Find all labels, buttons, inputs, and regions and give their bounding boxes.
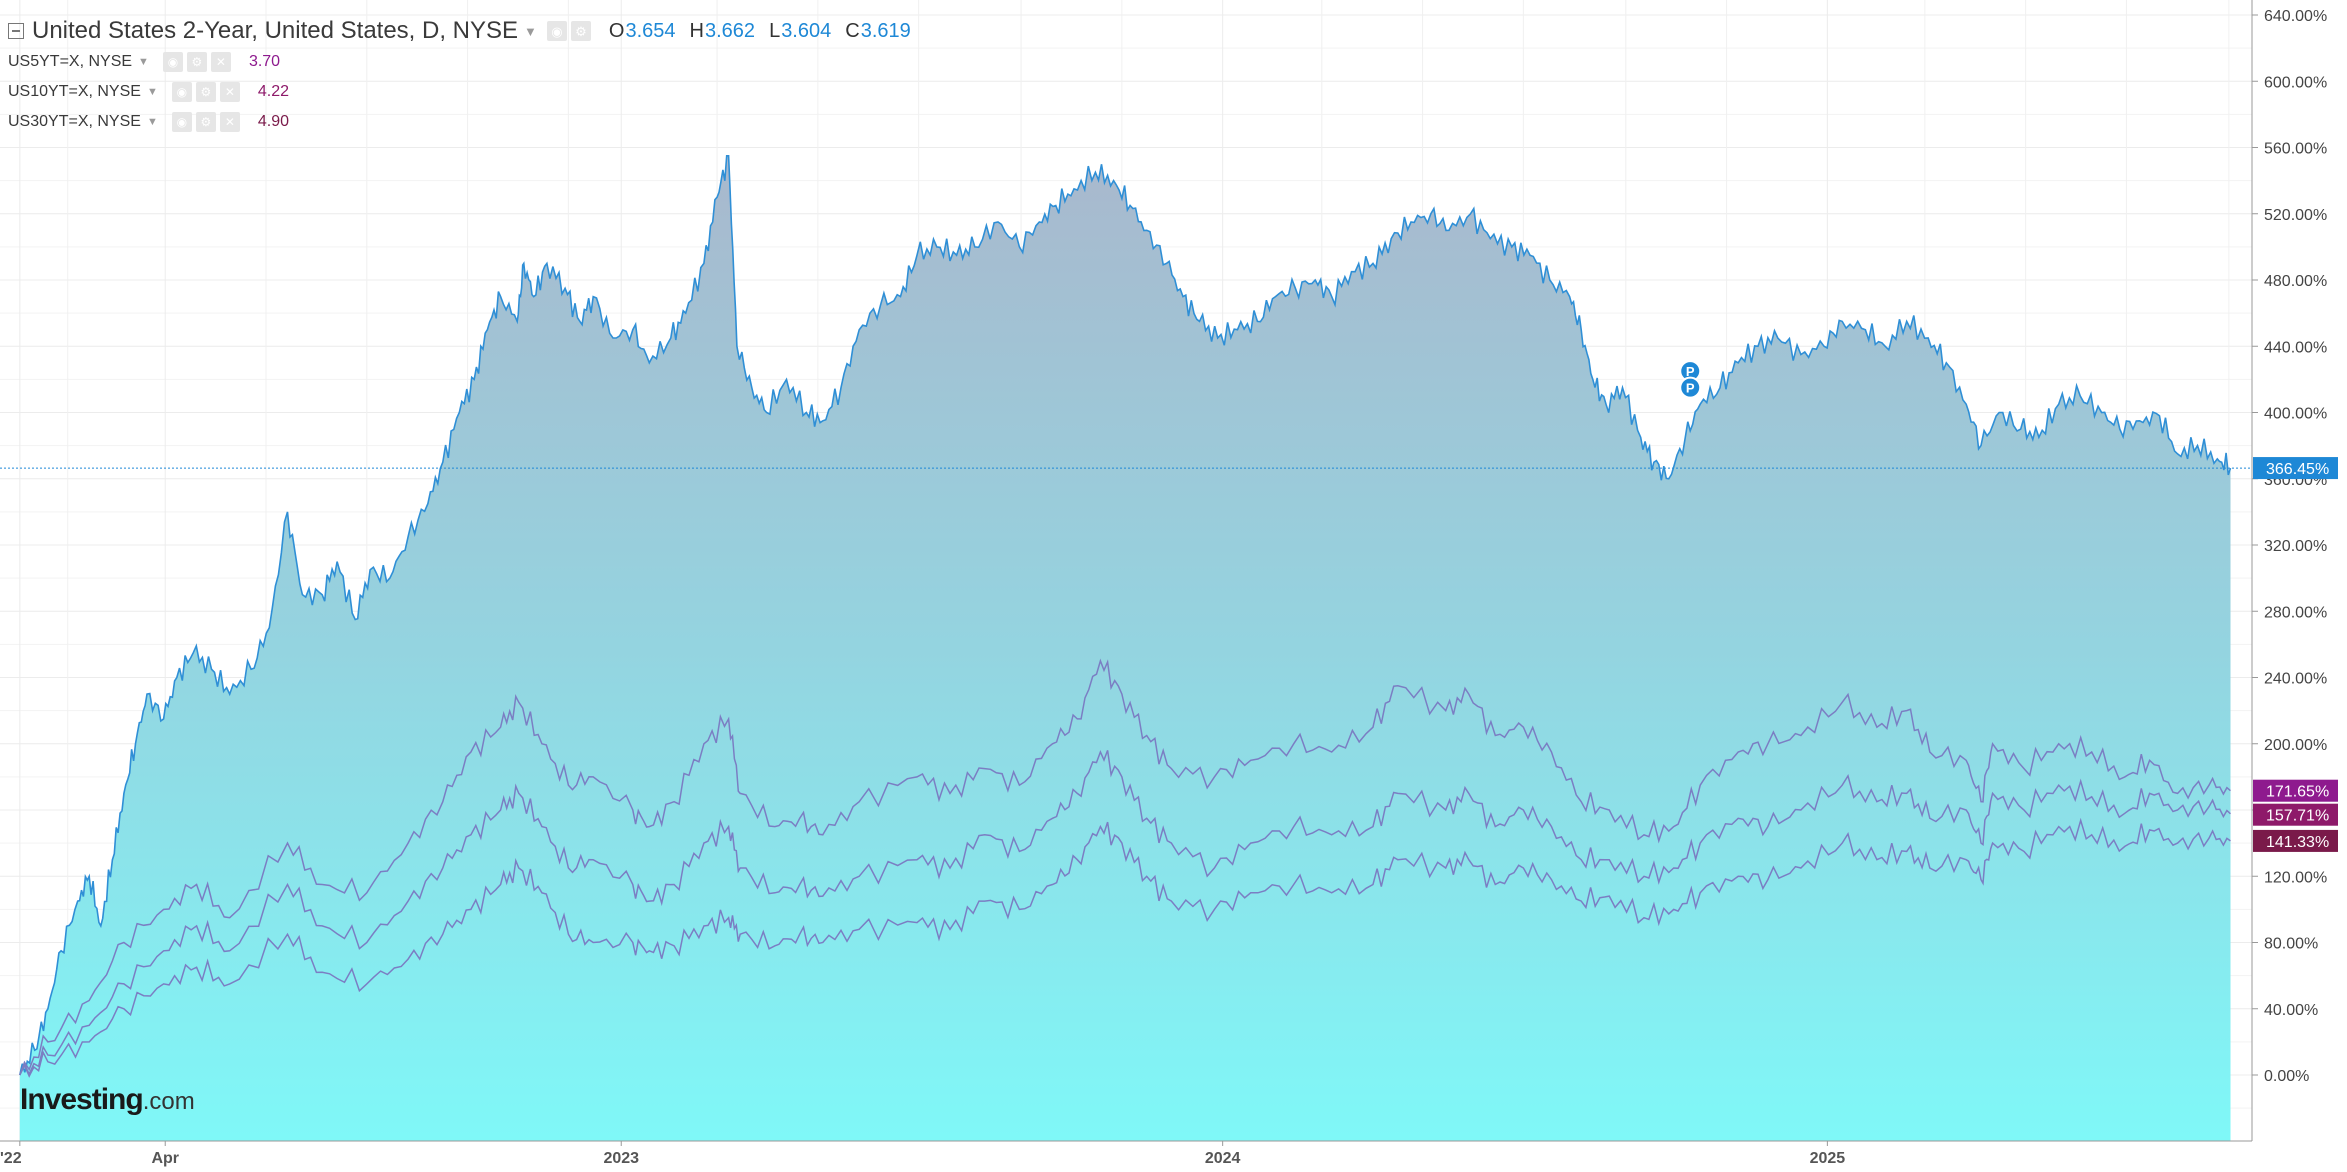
- last-value-badge: [2253, 779, 2338, 802]
- y-axis[interactable]: 640.00% 600.00% 560.00% 520.00% 480.00% 440.0…: [2252, 8, 2327, 1085]
- series-line-us5yt: [19, 658, 2231, 1076]
- last-value-text: 366.45%: [2266, 461, 2329, 478]
- y-tick-label: 40.00%: [2264, 1002, 2318, 1019]
- open-key: O: [608, 19, 625, 42]
- ohlc-values: O 3.654 H 3.662 L 3.604 C 3.619: [609, 20, 925, 43]
- last-value-text: 141.33%: [2266, 834, 2329, 851]
- main-series-title: United States 2-Year, United States, D, …: [32, 17, 519, 44]
- gear-icon[interactable]: ⚙: [195, 82, 216, 102]
- last-value-badge: [2253, 803, 2338, 826]
- series-line-us10yt: [19, 750, 2232, 1076]
- x-tick-label: 2023: [603, 1150, 639, 1167]
- last-value-text: 157.71%: [2266, 808, 2329, 825]
- logo-brand: Investing: [20, 1083, 144, 1116]
- y-tick-label: 0.00%: [2264, 1068, 2309, 1085]
- series-layer: [19, 155, 2232, 1141]
- x-tick-label: 2024: [1205, 1150, 1241, 1167]
- overlay-value: 3.70: [248, 53, 281, 70]
- y-tick-label: 200.00%: [2264, 737, 2327, 754]
- area-fill-us2y: [19, 155, 2231, 1141]
- x-tick-label: Apr: [151, 1150, 179, 1167]
- series-line-us30yt: [19, 817, 2231, 1078]
- last-value-text: 171.65%: [2266, 784, 2329, 801]
- overlay-legend-row-us10yt: US10YT=X, NYSE ▼ ◉ ⚙ ✕ 4.22: [8, 78, 289, 106]
- open-value: 3.654: [625, 19, 676, 42]
- eye-icon[interactable]: ◉: [162, 52, 183, 72]
- close-icon[interactable]: ✕: [219, 82, 240, 102]
- last-value-badge: [2253, 457, 2338, 480]
- y-tick-label: 80.00%: [2264, 936, 2318, 953]
- investing-logo: Investing.com: [20, 1083, 195, 1117]
- event-marker[interactable]: [1679, 376, 1702, 399]
- low-key: L: [769, 19, 781, 42]
- y-tick-label: 600.00%: [2264, 74, 2327, 91]
- gear-icon[interactable]: ⚙: [195, 112, 216, 132]
- series-line-us2y: [19, 155, 2232, 1076]
- high-key: H: [689, 19, 704, 42]
- chevron-down-icon[interactable]: ▼: [524, 23, 537, 39]
- y-tick-label: 320.00%: [2264, 538, 2327, 555]
- overlay-value: 4.90: [257, 113, 289, 130]
- event-marker-label: P: [1686, 364, 1695, 379]
- annotation-layer: PP: [0, 360, 2252, 469]
- x-axis[interactable]: '22 Apr 2023 2024 2025: [0, 1141, 1845, 1167]
- close-icon[interactable]: ✕: [219, 112, 240, 132]
- last-value-labels: 366.45% 171.65% 157.71% 141.33%: [2253, 457, 2338, 852]
- y-tick-label: 280.00%: [2264, 604, 2327, 621]
- eye-icon[interactable]: ◉: [171, 82, 192, 102]
- y-axis-bg: [2252, 0, 2347, 1172]
- close-value: 3.619: [860, 19, 911, 42]
- y-tick-label: 240.00%: [2264, 671, 2327, 688]
- logo-suffix: .com: [142, 1088, 195, 1115]
- x-tick-label: 2025: [1810, 1150, 1846, 1167]
- y-tick-label: 560.00%: [2264, 141, 2327, 158]
- gear-icon[interactable]: ⚙: [186, 52, 207, 72]
- y-tick-label: 520.00%: [2264, 207, 2327, 224]
- close-key: C: [845, 19, 860, 42]
- low-value: 3.604: [781, 19, 832, 42]
- chevron-down-icon[interactable]: ▼: [138, 56, 149, 68]
- x-axis-bg: [0, 1141, 2347, 1172]
- main-legend-row: United States 2-Year, United States, D, …: [8, 14, 925, 48]
- y-tick-label: 440.00%: [2264, 339, 2327, 356]
- chevron-down-icon[interactable]: ▼: [146, 86, 158, 98]
- overlay-name: US5YT=X, NYSE: [8, 53, 133, 70]
- chevron-down-icon[interactable]: ▼: [146, 116, 158, 128]
- overlay-name: US10YT=X, NYSE: [8, 83, 141, 100]
- eye-icon[interactable]: ◉: [171, 112, 192, 132]
- overlay-legend-row-us30yt: US30YT=X, NYSE ▼ ◉ ⚙ ✕ 4.90: [8, 108, 289, 136]
- close-icon[interactable]: ✕: [210, 52, 231, 72]
- event-marker-label: P: [1686, 381, 1695, 396]
- collapse-icon[interactable]: [8, 23, 24, 39]
- y-tick-label: 640.00%: [2264, 8, 2327, 25]
- last-value-badge: [2253, 829, 2338, 852]
- overlay-name: US30YT=X, NYSE: [8, 113, 141, 130]
- eye-icon[interactable]: ◉: [546, 21, 567, 41]
- x-tick-label: '22: [0, 1150, 22, 1167]
- y-tick-label: 120.00%: [2264, 869, 2327, 886]
- y-tick-label: 480.00%: [2264, 273, 2327, 290]
- gear-icon[interactable]: ⚙: [570, 21, 591, 41]
- overlay-legend-row-us5yt: US5YT=X, NYSE ▼ ◉ ⚙ ✕ 3.70: [8, 48, 280, 76]
- high-value: 3.662: [705, 19, 756, 42]
- y-tick-label: 400.00%: [2264, 406, 2327, 423]
- overlay-value: 4.22: [257, 83, 289, 100]
